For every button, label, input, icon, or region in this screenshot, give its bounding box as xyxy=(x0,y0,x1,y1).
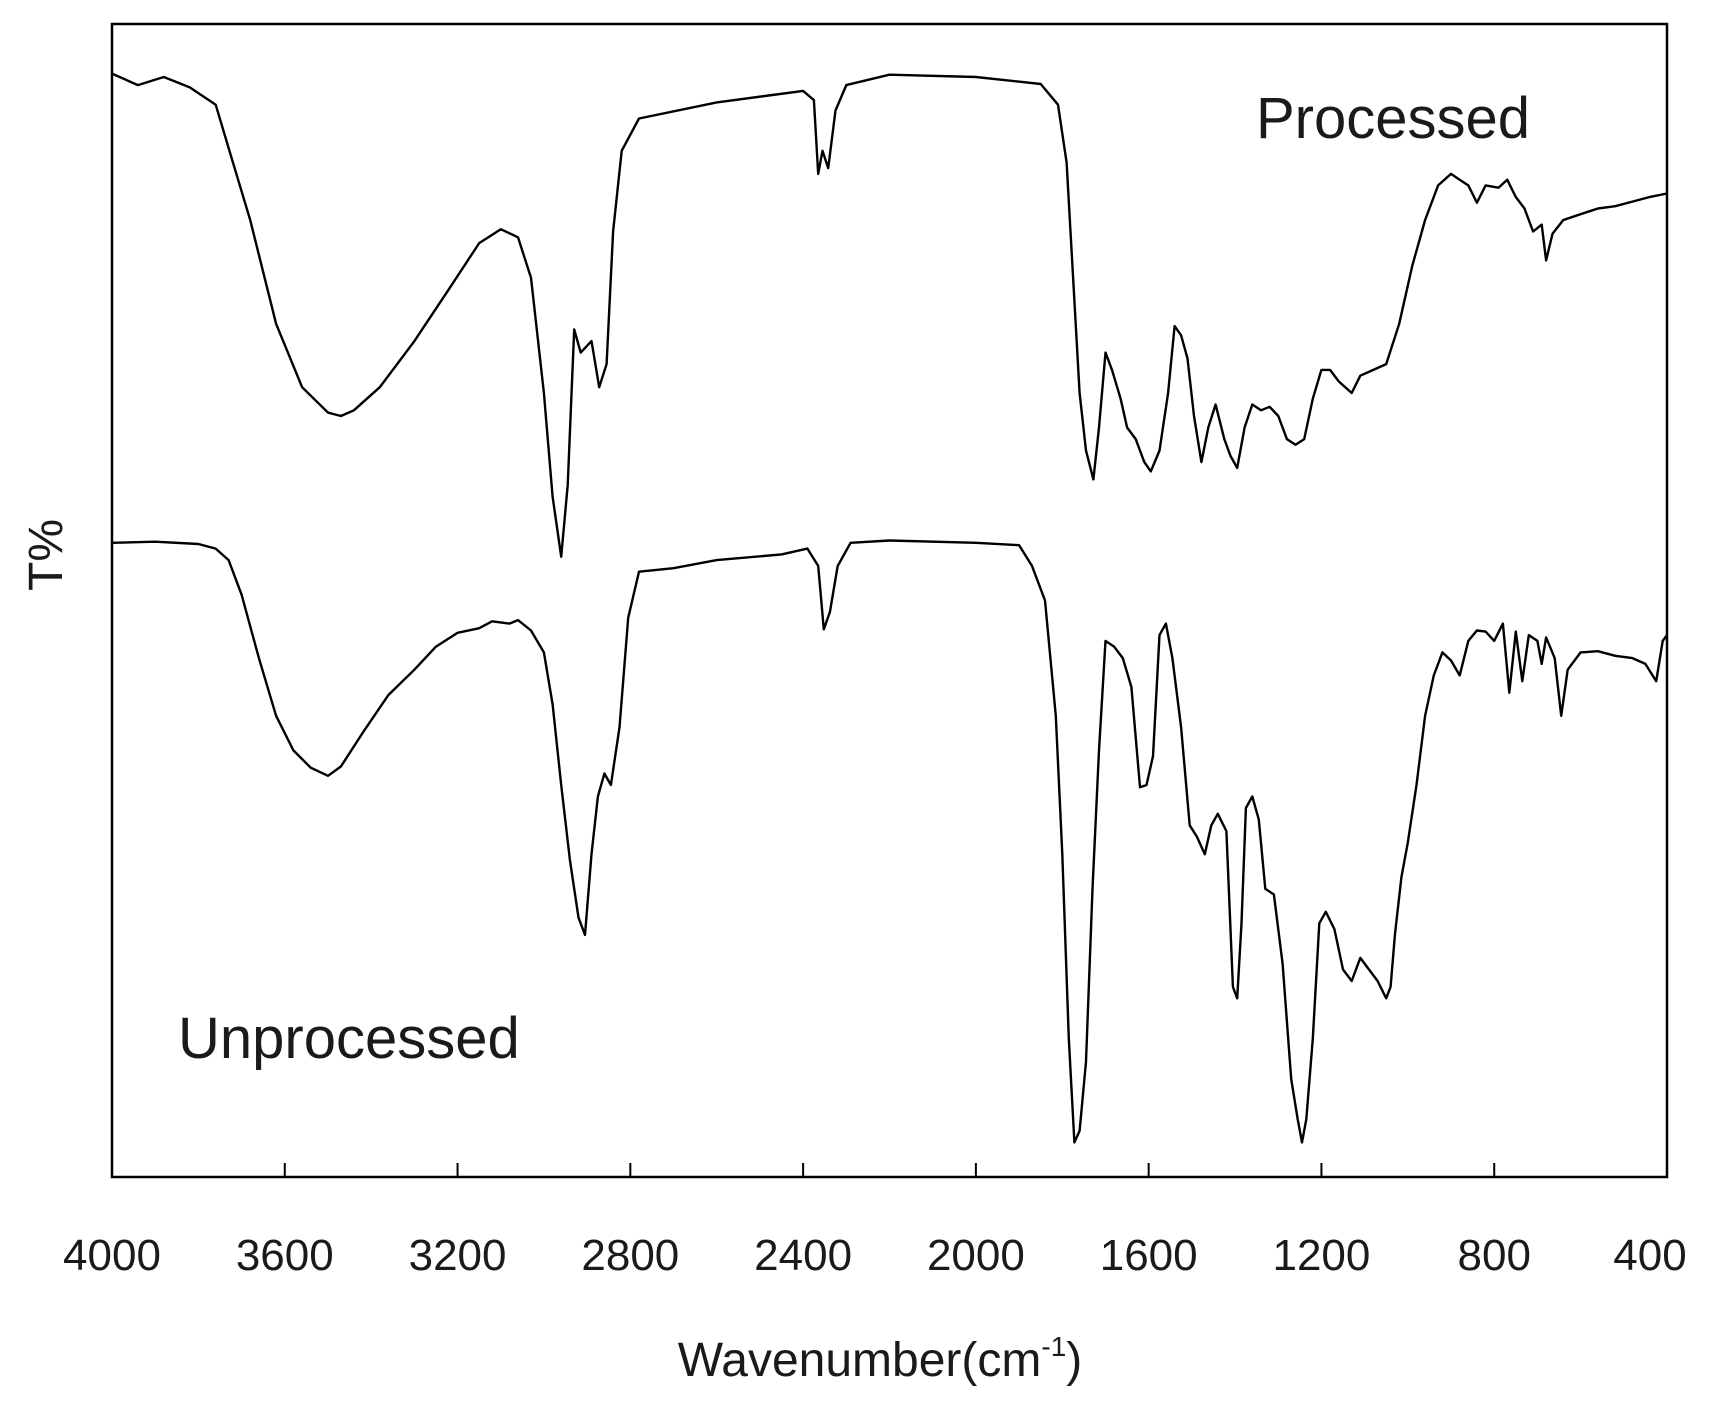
x-tick-label: 400 xyxy=(1613,1231,1686,1280)
series-label-unprocessed: Unprocessed xyxy=(178,1006,520,1071)
x-tick-label: 3200 xyxy=(409,1231,507,1280)
x-axis-title-sup: -1 xyxy=(1041,1331,1066,1362)
series-line-processed xyxy=(111,72,1668,558)
x-tick-label: 2800 xyxy=(581,1231,679,1280)
x-tick-label: 2000 xyxy=(927,1231,1025,1280)
x-axis: 4000 3600 3200 2800 2400 2000 1600 1200 800 400 xyxy=(63,1163,1687,1280)
series-layer xyxy=(111,72,1668,1144)
x-tick-label: 800 xyxy=(1458,1231,1531,1280)
x-axis-title-main: Wavenumber(cm xyxy=(678,1334,1042,1387)
x-axis-title: Wavenumber(cm-1) xyxy=(678,1331,1083,1387)
x-tick-label: 3600 xyxy=(236,1231,334,1280)
x-tick-label: 1200 xyxy=(1272,1231,1370,1280)
series-label-processed: Processed xyxy=(1256,86,1530,151)
x-axis-title-close: ) xyxy=(1066,1334,1082,1387)
x-tick-label: 4000 xyxy=(63,1231,161,1280)
plot-frame xyxy=(110,22,1669,1179)
x-tick-label: 2400 xyxy=(754,1231,852,1280)
series-line-unprocessed xyxy=(111,539,1668,1144)
y-axis-title: T% xyxy=(20,519,73,591)
x-tick-label: 1600 xyxy=(1100,1231,1198,1280)
